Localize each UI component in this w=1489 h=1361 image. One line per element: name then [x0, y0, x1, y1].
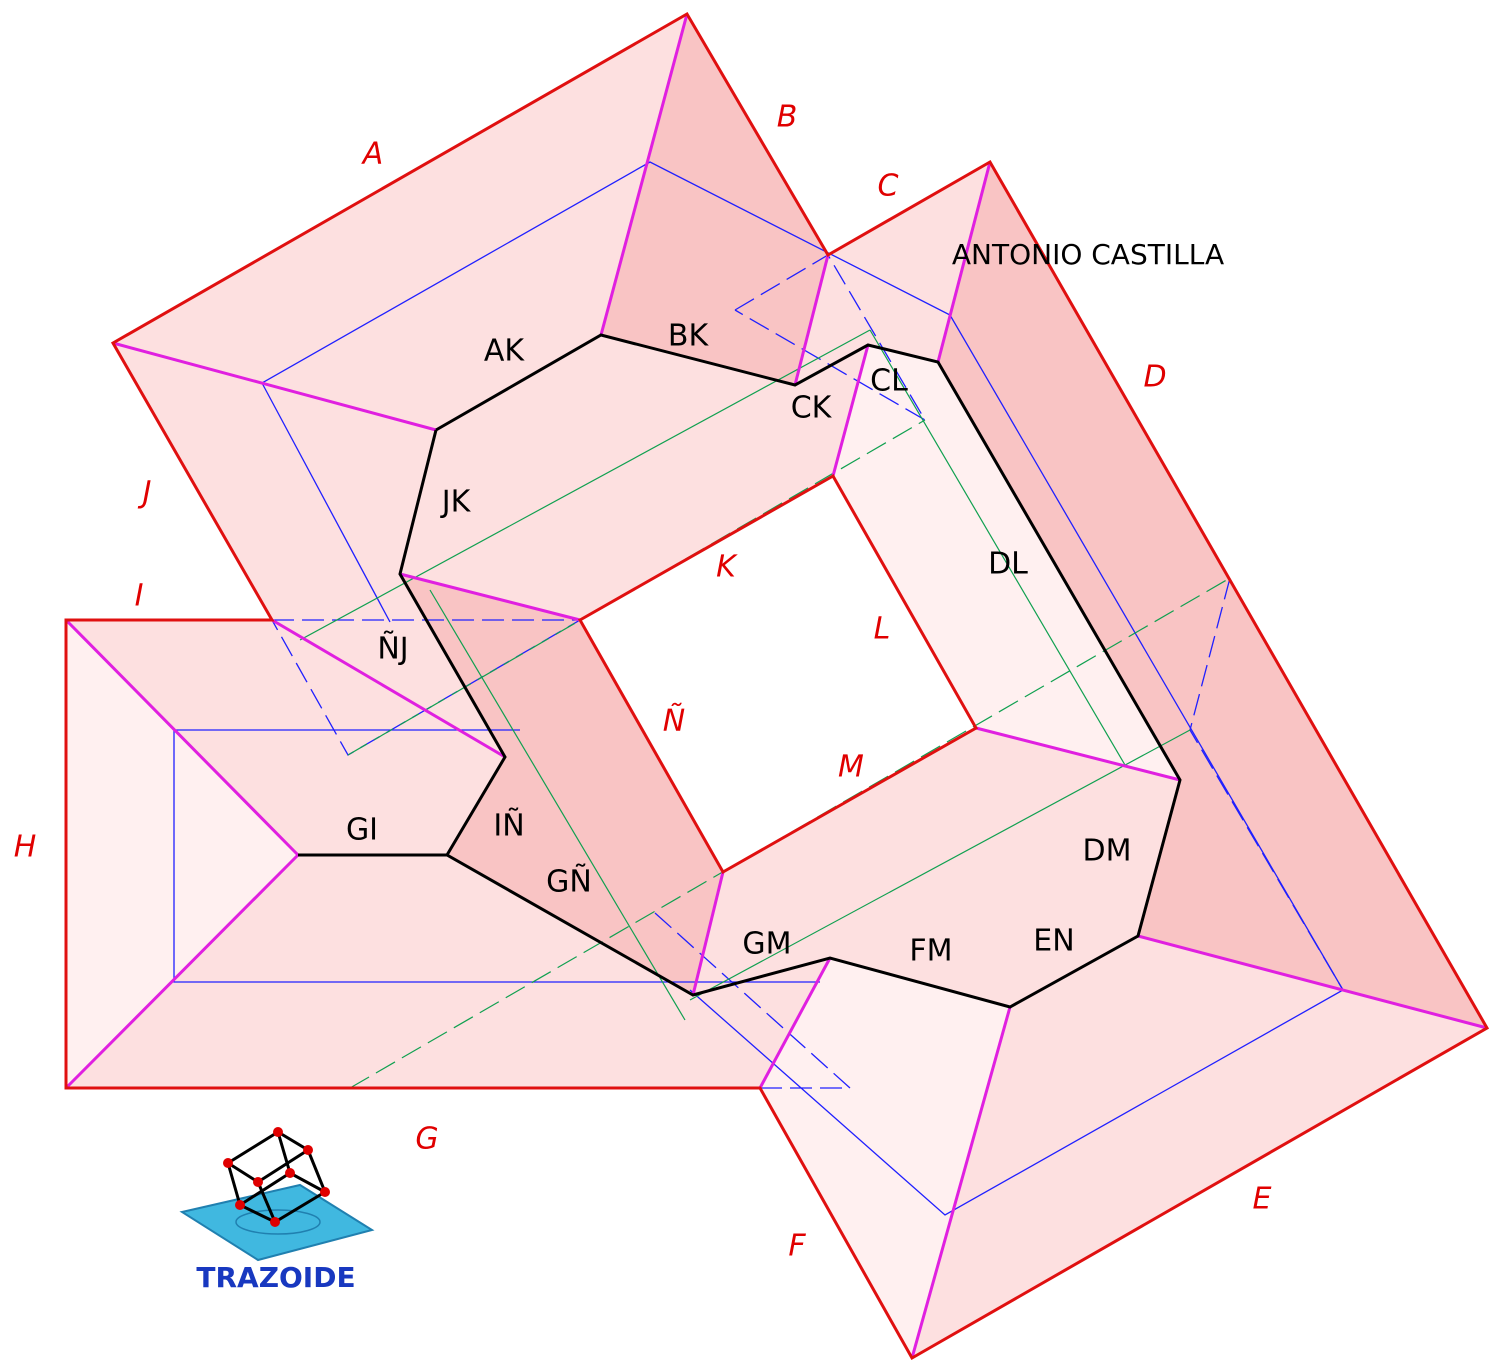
ridge-label: JK	[440, 485, 472, 520]
ridge-label: GM	[742, 927, 791, 962]
edge-label: I	[135, 579, 144, 614]
ridge-label: IÑ	[493, 808, 524, 844]
ridge-label: FM	[909, 934, 952, 969]
edge-label: A	[361, 137, 384, 172]
ridge-label: BK	[668, 319, 710, 354]
edge-label: M	[838, 750, 864, 785]
ridge-label: DL	[988, 547, 1028, 582]
edge-label: H	[14, 830, 37, 865]
author: ANTONIO CASTILLA	[952, 238, 1224, 271]
ridge-label: DM	[1083, 834, 1132, 869]
ridge-label: EN	[1033, 924, 1074, 959]
ridge-label: ÑJ	[377, 631, 408, 667]
edge-label: L	[874, 612, 891, 647]
ridge-label: GI	[346, 813, 378, 848]
roof-diagram: A B C D E F G H I J K L M Ñ AK BK CK CL …	[0, 0, 1489, 1361]
edge-label: F	[788, 1229, 806, 1264]
edge-label: E	[1253, 1182, 1272, 1217]
logo-text: TRAZOIDE	[196, 1261, 355, 1294]
edge-label: J	[138, 476, 152, 511]
edge-label: C	[878, 169, 899, 204]
edge-label: B	[777, 100, 798, 135]
edge-label: K	[716, 550, 738, 585]
edge-label: D	[1143, 360, 1166, 395]
edge-label: Ñ	[663, 703, 685, 739]
ridge-label: GÑ	[546, 864, 592, 900]
edge-label: G	[415, 1122, 438, 1157]
logo: TRAZOIDE	[182, 1127, 372, 1294]
ridge-label: AK	[484, 334, 526, 369]
ridge-label: CK	[791, 391, 833, 426]
ridge-label: CL	[870, 364, 908, 399]
